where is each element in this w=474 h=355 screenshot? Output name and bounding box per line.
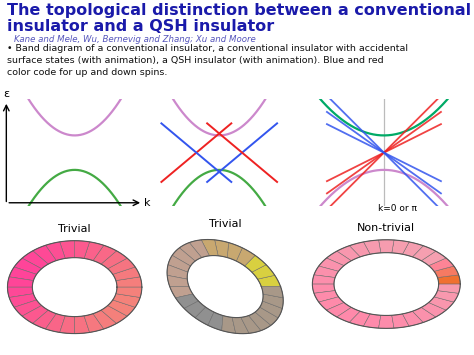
- Polygon shape: [312, 275, 335, 284]
- Polygon shape: [14, 300, 42, 316]
- Polygon shape: [337, 246, 360, 261]
- Polygon shape: [167, 265, 188, 279]
- Text: • Band diagram of a conventional insulator, a conventional insulator with accide: • Band diagram of a conventional insulat…: [7, 44, 408, 77]
- Polygon shape: [101, 306, 127, 323]
- Polygon shape: [101, 251, 127, 269]
- Polygon shape: [33, 245, 56, 264]
- Polygon shape: [108, 300, 135, 316]
- Polygon shape: [175, 294, 199, 308]
- Polygon shape: [222, 316, 236, 333]
- Polygon shape: [170, 286, 193, 298]
- Polygon shape: [116, 277, 142, 287]
- Polygon shape: [60, 241, 75, 258]
- Polygon shape: [22, 251, 48, 269]
- Polygon shape: [349, 311, 370, 326]
- Polygon shape: [8, 287, 33, 297]
- Polygon shape: [438, 275, 460, 284]
- Text: ε: ε: [3, 89, 9, 99]
- Polygon shape: [201, 240, 218, 256]
- Text: k=0 or π: k=0 or π: [378, 204, 417, 213]
- Polygon shape: [428, 297, 454, 310]
- Polygon shape: [349, 242, 370, 257]
- Polygon shape: [364, 314, 381, 328]
- Polygon shape: [402, 242, 423, 257]
- Polygon shape: [257, 275, 281, 286]
- Polygon shape: [84, 242, 104, 261]
- Polygon shape: [392, 240, 409, 254]
- Polygon shape: [402, 311, 423, 326]
- Polygon shape: [184, 301, 206, 318]
- Polygon shape: [9, 294, 36, 307]
- Polygon shape: [113, 294, 140, 307]
- Polygon shape: [434, 266, 459, 278]
- Polygon shape: [379, 240, 394, 253]
- Polygon shape: [252, 265, 275, 279]
- Polygon shape: [179, 242, 201, 261]
- Polygon shape: [392, 314, 409, 328]
- Polygon shape: [172, 248, 195, 266]
- Polygon shape: [255, 307, 278, 325]
- Polygon shape: [327, 302, 351, 317]
- Polygon shape: [319, 258, 344, 271]
- Polygon shape: [33, 310, 56, 329]
- Polygon shape: [327, 251, 351, 266]
- Polygon shape: [46, 242, 65, 261]
- Polygon shape: [108, 258, 135, 274]
- Polygon shape: [46, 314, 65, 332]
- Polygon shape: [168, 255, 191, 272]
- Polygon shape: [337, 307, 360, 322]
- Text: Kane and Mele, Wu, Bernevig and Zhang; Xu and Moore: Kane and Mele, Wu, Bernevig and Zhang; X…: [14, 35, 256, 44]
- Polygon shape: [260, 301, 283, 318]
- Polygon shape: [319, 297, 344, 310]
- Text: Trivial: Trivial: [58, 224, 91, 234]
- Polygon shape: [84, 314, 104, 332]
- Polygon shape: [113, 267, 140, 280]
- Polygon shape: [93, 245, 117, 264]
- Text: insulator and a QSH insulator: insulator and a QSH insulator: [7, 19, 274, 34]
- Polygon shape: [74, 316, 90, 334]
- Text: The topological distinction between a conventional: The topological distinction between a co…: [7, 3, 471, 18]
- Polygon shape: [364, 240, 381, 254]
- Polygon shape: [312, 284, 335, 293]
- Polygon shape: [215, 240, 228, 258]
- Polygon shape: [412, 246, 436, 261]
- Text: Trivial: Trivial: [209, 219, 241, 229]
- Polygon shape: [379, 315, 394, 328]
- Polygon shape: [228, 242, 242, 261]
- Polygon shape: [195, 307, 214, 325]
- Polygon shape: [60, 316, 74, 334]
- Polygon shape: [9, 267, 36, 280]
- Polygon shape: [208, 312, 223, 331]
- Polygon shape: [412, 307, 436, 322]
- Polygon shape: [428, 258, 454, 271]
- Polygon shape: [167, 275, 189, 286]
- Polygon shape: [421, 251, 446, 266]
- Polygon shape: [8, 277, 33, 287]
- Polygon shape: [93, 310, 117, 329]
- Polygon shape: [241, 316, 261, 333]
- Polygon shape: [261, 286, 283, 298]
- Polygon shape: [421, 302, 446, 317]
- Polygon shape: [249, 312, 271, 331]
- Polygon shape: [314, 291, 338, 302]
- Polygon shape: [75, 241, 90, 258]
- Polygon shape: [236, 248, 255, 266]
- Polygon shape: [116, 287, 142, 297]
- Polygon shape: [438, 284, 460, 293]
- Text: Non-trivial: Non-trivial: [357, 223, 415, 233]
- Polygon shape: [434, 291, 459, 302]
- Polygon shape: [232, 317, 249, 334]
- Polygon shape: [314, 266, 338, 278]
- Polygon shape: [22, 306, 48, 323]
- Polygon shape: [14, 258, 42, 274]
- Polygon shape: [189, 240, 210, 258]
- Polygon shape: [263, 294, 283, 308]
- Text: k: k: [144, 198, 150, 208]
- Polygon shape: [245, 255, 266, 272]
